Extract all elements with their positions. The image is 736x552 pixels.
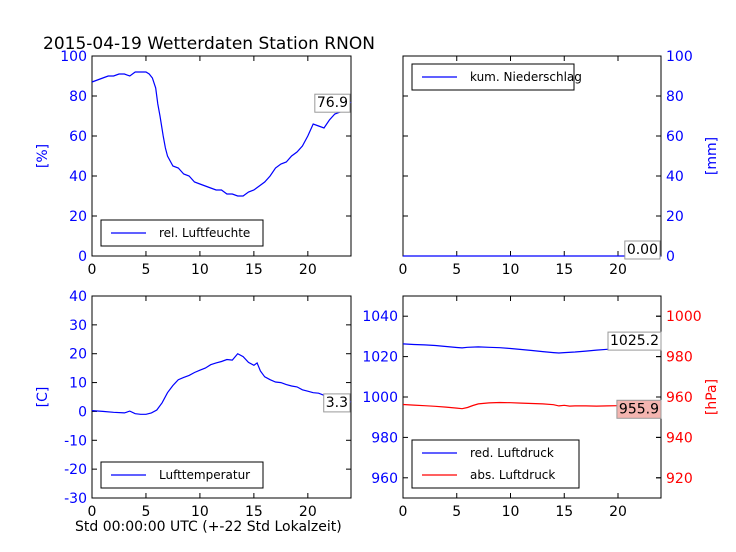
chart-4-y2-tick-label: 920 [666, 471, 693, 487]
chart-2-x-tick-label: 10 [502, 262, 520, 278]
chart-3-y-tick-label: -30 [64, 491, 87, 507]
chart-3-y-tick-label: 10 [69, 376, 87, 392]
chart-4-y2-tick-label: 1000 [666, 309, 702, 325]
chart-4-x-tick-label: 5 [452, 504, 461, 520]
x-axis-label: Std 00:00:00 UTC (+-22 Std Lokalzeit) [75, 519, 342, 535]
chart-1-value-label: 76.9 [317, 95, 348, 111]
chart-3-y-tick-label: -10 [64, 433, 87, 449]
chart-2-x-tick-label: 15 [555, 262, 573, 278]
chart-1-x-tick-label: 10 [191, 262, 209, 278]
chart-4-y2-tick-label: 960 [666, 390, 693, 406]
chart-3-series-line-1 [91, 352, 352, 415]
chart-4-legend-label: red. Luftdruck [470, 446, 554, 460]
chart-1-y-axis-label: [%] [35, 144, 51, 168]
chart-3-y-tick-label: 20 [69, 347, 87, 363]
chart-2-x-tick-label: 0 [399, 262, 408, 278]
figure-title: 2015-04-19 Wetterdaten Station RNON [43, 34, 375, 54]
chart-4-x-tick-label: 10 [502, 504, 520, 520]
chart-4-legend-label: abs. Luftdruck [470, 468, 555, 482]
chart-2-x-tick-label: 20 [609, 262, 627, 278]
chart-2-y-tick-label: 60 [666, 129, 684, 145]
chart-3-x-tick-label: 10 [191, 504, 209, 520]
chart-1-series-line-1 [91, 71, 352, 197]
chart-4-x-tick-label: 0 [399, 504, 408, 520]
chart-2-y-tick-label: 20 [666, 209, 684, 225]
chart-4-value-label: 955.9 [619, 401, 659, 417]
chart-4-y-tick-label: 1040 [362, 309, 398, 325]
chart-1-y-tick-label: 0 [78, 249, 87, 265]
chart-3-x-tick-label: 5 [141, 504, 150, 520]
chart-3-x-tick-label: 0 [88, 504, 97, 520]
chart-1-frame [91, 55, 352, 257]
chart-1-legend-label: rel. Luftfeuchte [159, 226, 250, 240]
chart-1-y-tick-label: 20 [69, 209, 87, 225]
chart-3-legend-label: Lufttemperatur [159, 468, 250, 482]
chart-2-value-label: 0.00 [627, 242, 658, 258]
chart-4-x-tick-label: 15 [555, 504, 573, 520]
chart-2-legend-label: kum. Niederschlag [470, 70, 582, 84]
chart-3-y-axis-label: [C] [35, 387, 51, 408]
chart-4-y-tick-label: 1020 [362, 350, 398, 366]
chart-3-x-tick-label: 15 [245, 504, 263, 520]
chart-4-value-label-box [607, 331, 662, 351]
chart-4-legend-box [411, 439, 580, 489]
chart-3-value-label-box [323, 393, 351, 413]
chart-1-x-tick-label: 0 [88, 262, 97, 278]
chart-3-y-tick-label: 0 [78, 404, 87, 420]
chart-3-y-tick-label: 30 [69, 318, 87, 334]
chart-2-y-tick-label: 40 [666, 169, 684, 185]
chart-1-value-label-box [314, 93, 351, 113]
chart-4-y-tick-label: 1000 [362, 390, 398, 406]
chart-4-y-tick-label: 980 [371, 430, 398, 446]
chart-4-value-label-box [616, 399, 662, 419]
chart-4-y2-tick-label: 980 [666, 350, 693, 366]
chart-1-y-tick-label: 80 [69, 89, 87, 105]
chart-2-x-tick-label: 5 [452, 262, 461, 278]
chart-4-y-axis-label: [hPa] [704, 379, 720, 415]
chart-4-x-tick-label: 20 [609, 504, 627, 520]
chart-3-y-tick-label: 40 [69, 289, 87, 305]
chart-2-y-axis-label: [mm] [704, 137, 720, 175]
chart-2-y-tick-label: 100 [666, 49, 693, 65]
chart-4-y-tick-label: 960 [371, 471, 398, 487]
chart-1-y-tick-label: 60 [69, 129, 87, 145]
chart-4-value-label: 1025.2 [610, 333, 659, 349]
chart-1-x-tick-label: 5 [141, 262, 150, 278]
chart-2-y-tick-label: 0 [666, 249, 675, 265]
chart-1-x-tick-label: 15 [245, 262, 263, 278]
chart-3-y-tick-label: -20 [64, 462, 87, 478]
chart-3-frame [91, 295, 352, 499]
chart-4-y2-tick-label: 940 [666, 430, 693, 446]
chart-3-x-tick-label: 20 [299, 504, 317, 520]
chart-1-y-tick-label: 40 [69, 169, 87, 185]
chart-1-x-tick-label: 20 [299, 262, 317, 278]
chart-2-y-tick-label: 80 [666, 89, 684, 105]
chart-3-value-label: 3.3 [326, 395, 348, 411]
chart-4-series-line-2 [402, 401, 661, 410]
chart-2-value-label-box [624, 240, 661, 260]
chart-1-y-tick-label: 100 [60, 49, 87, 65]
